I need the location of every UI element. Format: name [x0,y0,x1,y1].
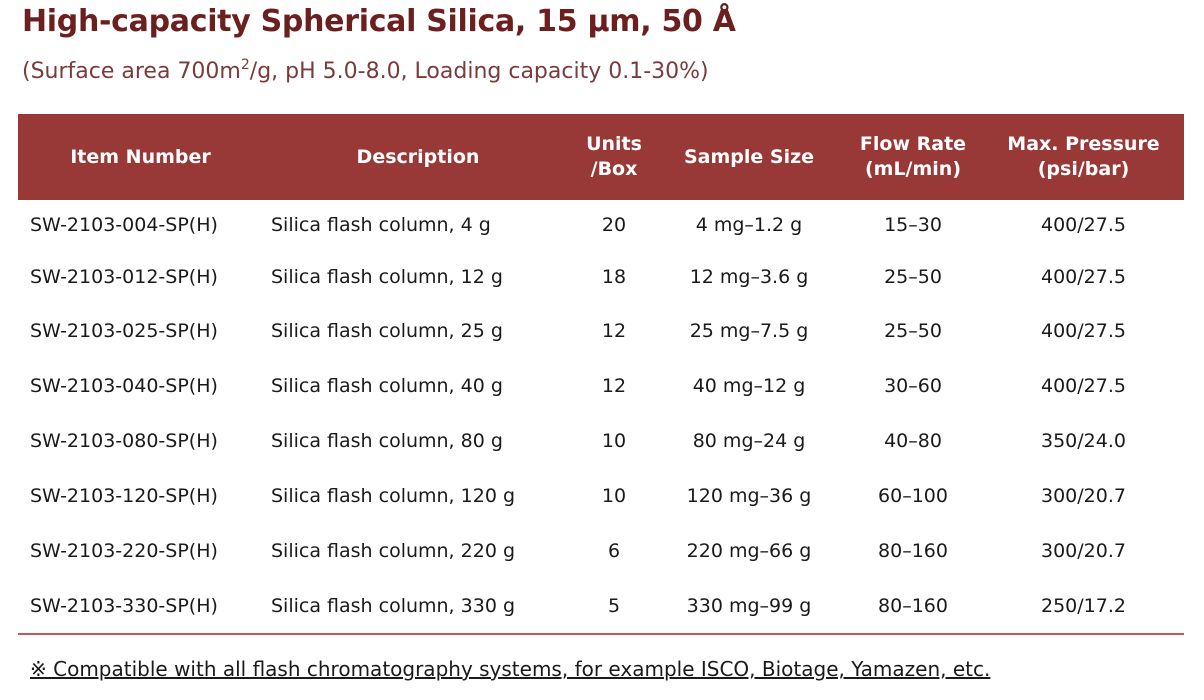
header-flow-line1: Flow Rate [859,133,967,155]
cell-units: 10 [601,429,627,452]
cell-units: 18 [601,265,627,288]
subtitle-text-start: (Surface area 700m [22,59,241,84]
cell-flow-rate: 25–50 [884,265,942,288]
cell-flow-rate: 25–50 [884,319,942,342]
header-pressure-line1: Max. Pressure [1007,133,1160,155]
cell-description: Silica flash column, 12 g [271,265,503,288]
cell-sample-size: 330 mg–99 g [686,594,812,617]
table-row: SW-2103-040-SP(H) Silica flash column, 4… [18,358,1184,413]
cell-max-pressure: 300/20.7 [1041,484,1126,507]
cell-item-number: SW-2103-080-SP(H) [30,429,218,452]
header-units-line1: Units [586,133,642,155]
cell-units: 6 [607,539,621,562]
header-sample-size: Sample Size [683,145,815,168]
cell-item-number: SW-2103-220-SP(H) [30,539,218,562]
cell-sample-size: 80 mg–24 g [692,429,806,452]
cell-flow-rate: 60–100 [878,484,948,507]
header-item-number: Item Number [70,145,211,168]
table-header: Item Number Description Units/Box Sample… [18,114,1184,200]
table-header-row: Item Number Description Units/Box Sample… [18,114,1184,200]
table-bottom-rule [18,633,1184,635]
header-pressure-line2: (psi/bar) [1037,158,1130,180]
product-table-container: Item Number Description Units/Box Sample… [18,114,1184,635]
header-flow-line2: (mL/min) [864,158,962,180]
cell-units: 12 [601,374,627,397]
cell-sample-size: 40 mg–12 g [692,374,806,397]
compatibility-footnote: ※ Compatible with all flash chromatograp… [30,657,991,681]
cell-flow-rate: 15–30 [884,214,942,236]
cell-flow-rate: 80–160 [878,594,948,617]
cell-item-number: SW-2103-004-SP(H) [30,214,218,236]
cell-units: 20 [601,214,627,236]
table-row: SW-2103-220-SP(H) Silica flash column, 2… [18,523,1184,578]
table-row: SW-2103-080-SP(H) Silica flash column, 8… [18,413,1184,468]
cell-item-number: SW-2103-025-SP(H) [30,319,218,342]
cell-description: Silica flash column, 120 g [271,484,516,507]
cell-units: 5 [607,594,621,617]
cell-max-pressure: 400/27.5 [1041,374,1126,397]
cell-item-number: SW-2103-120-SP(H) [30,484,218,507]
cell-sample-size: 12 mg–3.6 g [689,265,809,288]
table-row: SW-2103-120-SP(H) Silica flash column, 1… [18,468,1184,523]
cell-description: Silica flash column, 330 g [271,594,516,617]
cell-description: Silica flash column, 4 g [271,214,491,236]
cell-units: 10 [601,484,627,507]
header-max-pressure: Max. Pressure (psi/bar) [983,114,1184,200]
table-row: SW-2103-012-SP(H) Silica flash column, 1… [18,250,1184,303]
cell-description: Silica flash column, 40 g [271,374,503,397]
cell-max-pressure: 350/24.0 [1041,429,1126,452]
cell-max-pressure: 400/27.5 [1041,265,1126,288]
cell-item-number: SW-2103-330-SP(H) [30,594,218,617]
cell-max-pressure: 250/17.2 [1041,594,1126,617]
header-units-line2: /Box [590,158,638,180]
cell-max-pressure: 400/27.5 [1041,214,1126,236]
subtitle-superscript: 2 [240,57,250,73]
cell-flow-rate: 40–80 [884,429,942,452]
table-row: SW-2103-004-SP(H) Silica flash column, 4… [18,200,1184,250]
cell-units: 12 [601,319,627,342]
header-flow-rate: Flow Rate (mL/min) [843,114,983,200]
subtitle-text-end: /g, pH 5.0-8.0, Loading capacity 0.1-30%… [249,59,709,84]
table-row: SW-2103-025-SP(H) Silica flash column, 2… [18,303,1184,358]
cell-flow-rate: 30–60 [884,374,942,397]
table-body: SW-2103-004-SP(H) Silica flash column, 4… [18,200,1184,633]
header-units-box: Units/Box [573,114,655,200]
page-title: High-capacity Spherical Silica, 15 µm, 5… [22,4,736,39]
cell-item-number: SW-2103-012-SP(H) [30,265,218,288]
cell-sample-size: 120 mg–36 g [686,484,812,507]
product-table: Item Number Description Units/Box Sample… [18,114,1184,633]
cell-description: Silica flash column, 80 g [271,429,503,452]
cell-max-pressure: 300/20.7 [1041,539,1126,562]
header-description: Description [356,145,480,168]
cell-max-pressure: 400/27.5 [1041,319,1126,342]
cell-flow-rate: 80–160 [878,539,948,562]
cell-item-number: SW-2103-040-SP(H) [30,374,218,397]
cell-sample-size: 4 mg–1.2 g [695,214,803,236]
table-row: SW-2103-330-SP(H) Silica flash column, 3… [18,578,1184,633]
cell-description: Silica flash column, 25 g [271,319,503,342]
cell-sample-size: 220 mg–66 g [686,539,812,562]
page-subtitle: (Surface area 700m2/g, pH 5.0-8.0, Loadi… [22,57,709,84]
cell-description: Silica flash column, 220 g [271,539,516,562]
cell-sample-size: 25 mg–7.5 g [689,319,809,342]
